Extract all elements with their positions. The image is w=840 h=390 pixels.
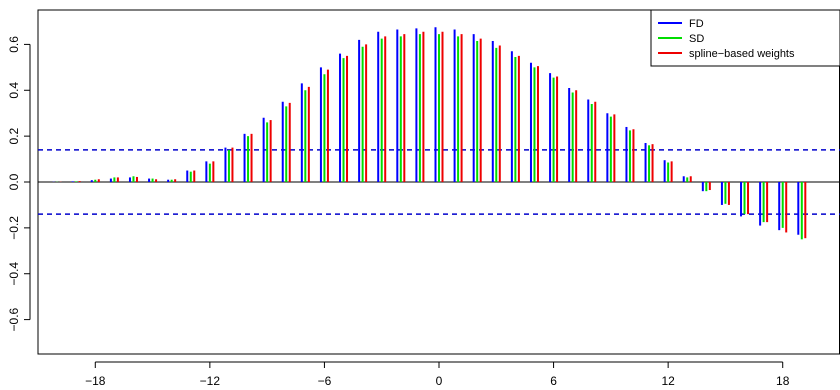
x-tick-label-2: −6 (318, 374, 332, 388)
x-tick-label-4: 6 (550, 374, 557, 388)
legend: FD SD spline−based weights (650, 9, 840, 67)
y-tick-label-3: 0.0 (7, 173, 21, 190)
legend-label-1: SD (689, 33, 704, 45)
y-tick-label-4: 0.2 (7, 127, 21, 144)
x-tick-label-1: −12 (200, 374, 221, 388)
x-tick-label-5: 12 (661, 374, 675, 388)
x-tick-label-6: 18 (776, 374, 790, 388)
legend-label-2: spline−based weights (689, 48, 795, 60)
x-tick-label-0: −18 (85, 374, 106, 388)
axes-group: −18 −12 −6 0 6 12 18 −0.6 −0.4 −0.2 0.0 0.2 0.4 0.6 (7, 36, 790, 388)
y-tick-label-5: 0.4 (7, 82, 21, 99)
y-tick-label-6: 0.6 (7, 36, 21, 53)
y-tick-label-0: −0.6 (7, 307, 21, 331)
x-tick-label-3: 0 (436, 374, 443, 388)
legend-label-0: FD (689, 18, 704, 30)
y-tick-label-2: −0.2 (7, 216, 21, 240)
legend-box (650, 9, 840, 67)
bars-group (52, 27, 807, 240)
y-tick-label-1: −0.4 (7, 262, 21, 286)
